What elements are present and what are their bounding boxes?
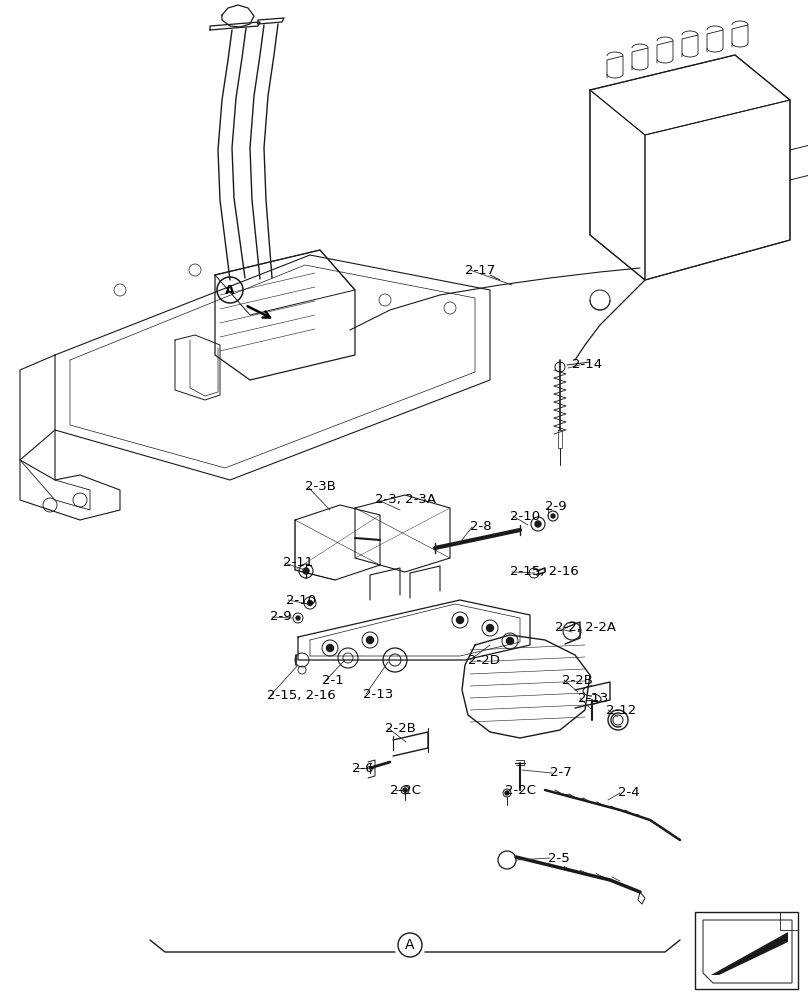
Text: 2-3B: 2-3B	[305, 481, 336, 493]
Polygon shape	[711, 932, 788, 975]
Circle shape	[326, 645, 334, 652]
Text: 2-15, 2-16: 2-15, 2-16	[267, 690, 336, 702]
Polygon shape	[719, 942, 788, 975]
Circle shape	[551, 514, 555, 518]
Text: 2-2C: 2-2C	[390, 784, 421, 796]
Text: 2-9: 2-9	[545, 500, 566, 514]
Circle shape	[507, 638, 514, 645]
Bar	[695, 912, 798, 989]
Text: A: A	[406, 938, 415, 952]
Text: 2-4: 2-4	[618, 786, 640, 800]
Text: A: A	[225, 284, 235, 296]
Polygon shape	[703, 920, 792, 983]
Text: 2-8: 2-8	[470, 520, 491, 534]
Circle shape	[303, 568, 309, 574]
Text: 2-13: 2-13	[578, 692, 608, 704]
Text: 2-15, 2-16: 2-15, 2-16	[510, 566, 579, 578]
Text: 2-10: 2-10	[286, 593, 316, 606]
Text: 2-3, 2-3A: 2-3, 2-3A	[375, 493, 436, 506]
Text: 2-2D: 2-2D	[468, 654, 500, 666]
Text: 2-2, 2-2A: 2-2, 2-2A	[555, 621, 616, 635]
Text: 2-2B: 2-2B	[385, 722, 416, 734]
Text: 2-6: 2-6	[352, 762, 373, 774]
Circle shape	[535, 521, 541, 527]
Text: 2-2B: 2-2B	[562, 674, 593, 686]
Circle shape	[367, 637, 373, 644]
Text: 2-2C: 2-2C	[505, 784, 536, 796]
Text: 2-14: 2-14	[572, 359, 602, 371]
Circle shape	[486, 624, 494, 632]
Circle shape	[308, 600, 313, 605]
Circle shape	[457, 616, 464, 624]
Circle shape	[505, 791, 509, 795]
Text: 2-17: 2-17	[465, 263, 495, 276]
Text: 2-1: 2-1	[322, 674, 343, 688]
Text: 2-13: 2-13	[363, 688, 393, 700]
Circle shape	[296, 616, 300, 620]
Circle shape	[403, 788, 407, 792]
Text: 2-12: 2-12	[606, 704, 636, 716]
Text: 2-7: 2-7	[550, 766, 572, 780]
Text: 2-11: 2-11	[283, 556, 314, 570]
Text: 2-10: 2-10	[510, 510, 540, 522]
Text: 2-5: 2-5	[548, 852, 570, 864]
Text: 2-9: 2-9	[270, 610, 292, 624]
